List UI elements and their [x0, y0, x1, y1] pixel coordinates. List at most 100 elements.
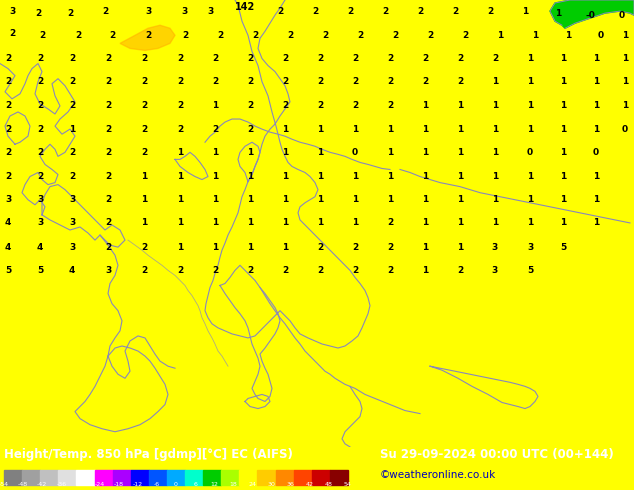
Text: 2: 2 [247, 54, 253, 63]
Text: 3: 3 [145, 6, 151, 16]
Text: 30: 30 [268, 483, 276, 488]
Text: 1: 1 [422, 124, 428, 134]
Text: 2: 2 [282, 266, 288, 275]
Text: 3: 3 [5, 195, 11, 204]
Text: 2: 2 [105, 195, 111, 204]
Text: 1: 1 [177, 243, 183, 252]
Text: 1: 1 [282, 148, 288, 157]
Text: 3: 3 [182, 6, 188, 16]
Text: 0: 0 [593, 148, 599, 157]
Text: 2: 2 [387, 243, 393, 252]
Text: 2: 2 [452, 6, 458, 16]
Text: 1: 1 [212, 219, 218, 227]
Text: 2: 2 [217, 31, 223, 40]
Text: 2: 2 [252, 31, 258, 40]
Text: 1: 1 [317, 219, 323, 227]
Text: 3: 3 [69, 195, 75, 204]
Text: 1: 1 [422, 148, 428, 157]
Text: 1: 1 [527, 101, 533, 110]
Text: 0: 0 [352, 148, 358, 157]
Bar [312, 470, 330, 485]
Text: 2: 2 [37, 172, 43, 181]
Bar [276, 470, 294, 485]
Text: 1: 1 [457, 124, 463, 134]
Text: 4: 4 [37, 243, 43, 252]
Bar [203, 470, 221, 485]
Text: -30: -30 [75, 483, 86, 488]
Text: 3: 3 [492, 266, 498, 275]
Text: 2: 2 [105, 219, 111, 227]
Text: 2: 2 [177, 124, 183, 134]
Text: 2: 2 [105, 243, 111, 252]
Text: 2: 2 [387, 266, 393, 275]
Text: Height/Temp. 850 hPa [gdmp][°C] EC (AIFS): Height/Temp. 850 hPa [gdmp][°C] EC (AIFS… [4, 448, 293, 461]
Text: 4: 4 [5, 219, 11, 227]
Text: 2: 2 [105, 54, 111, 63]
Text: 5: 5 [560, 243, 566, 252]
Text: 1: 1 [282, 195, 288, 204]
Text: 2: 2 [182, 31, 188, 40]
Bar [77, 470, 94, 485]
Bar [58, 470, 77, 485]
Text: 1: 1 [560, 124, 566, 134]
Text: -36: -36 [56, 483, 67, 488]
Text: 1: 1 [352, 195, 358, 204]
Text: 1: 1 [141, 195, 147, 204]
Text: 2: 2 [277, 6, 283, 16]
Text: 2: 2 [212, 54, 218, 63]
Text: 3: 3 [9, 6, 15, 16]
Text: 2: 2 [37, 54, 43, 63]
Text: 1: 1 [492, 219, 498, 227]
Text: 1: 1 [527, 54, 533, 63]
Text: 2: 2 [5, 101, 11, 110]
Text: 2: 2 [37, 77, 43, 86]
Text: 1: 1 [560, 195, 566, 204]
Text: ©weatheronline.co.uk: ©weatheronline.co.uk [380, 470, 496, 480]
Text: -0: -0 [585, 11, 595, 20]
Text: 2: 2 [141, 124, 147, 134]
Text: 1: 1 [560, 219, 566, 227]
Text: 2: 2 [177, 77, 183, 86]
Text: 2: 2 [247, 101, 253, 110]
Text: 2: 2 [457, 266, 463, 275]
Text: 2: 2 [247, 77, 253, 86]
Text: 1: 1 [212, 148, 218, 157]
Text: 1: 1 [387, 124, 393, 134]
Text: 2: 2 [317, 54, 323, 63]
Text: 2: 2 [422, 77, 428, 86]
Text: 3: 3 [105, 266, 111, 275]
Bar [4, 470, 22, 485]
Text: 2: 2 [141, 77, 147, 86]
Text: 1: 1 [492, 195, 498, 204]
Text: 2: 2 [347, 6, 353, 16]
Text: 2: 2 [317, 266, 323, 275]
Text: 142: 142 [235, 2, 255, 12]
Text: -42: -42 [37, 483, 48, 488]
Text: 1: 1 [497, 31, 503, 40]
Text: 1: 1 [593, 219, 599, 227]
Text: 2: 2 [5, 172, 11, 181]
Text: 2: 2 [69, 101, 75, 110]
Text: 2: 2 [35, 9, 41, 18]
Text: -48: -48 [18, 483, 28, 488]
Text: 1: 1 [212, 101, 218, 110]
Text: 2: 2 [141, 148, 147, 157]
Text: 2: 2 [312, 6, 318, 16]
Text: 1: 1 [527, 77, 533, 86]
Text: 1: 1 [177, 219, 183, 227]
Text: 2: 2 [177, 54, 183, 63]
Text: 1: 1 [422, 219, 428, 227]
Text: 2: 2 [102, 6, 108, 16]
Bar [131, 470, 149, 485]
Text: 24: 24 [249, 483, 256, 488]
Text: 1: 1 [593, 172, 599, 181]
Text: 1: 1 [422, 195, 428, 204]
Text: 2: 2 [382, 6, 388, 16]
Text: 1: 1 [593, 195, 599, 204]
Text: 2: 2 [105, 77, 111, 86]
Text: 1: 1 [593, 124, 599, 134]
Text: 1: 1 [177, 195, 183, 204]
Text: 2: 2 [37, 124, 43, 134]
Text: 2: 2 [69, 77, 75, 86]
Text: 2: 2 [317, 77, 323, 86]
